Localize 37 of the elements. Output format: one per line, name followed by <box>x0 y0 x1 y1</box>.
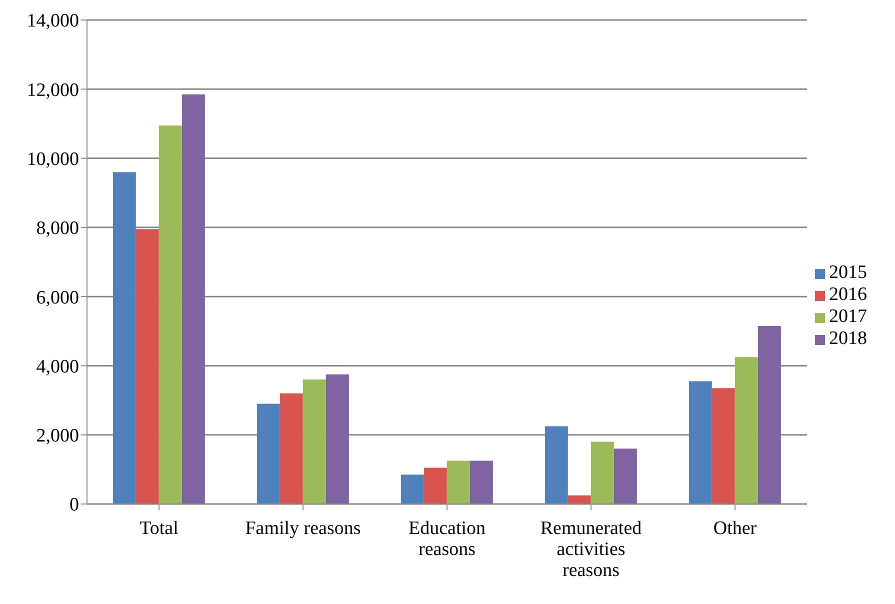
y-tick-label: 8,000 <box>36 218 79 240</box>
legend-label: 2017 <box>829 306 867 327</box>
y-tick-label: 6,000 <box>36 287 79 308</box>
x-tick-label: Remunerated activities reasons <box>540 518 642 581</box>
bar <box>158 125 182 504</box>
bar <box>280 393 303 504</box>
legend-label: 2015 <box>829 262 867 283</box>
bar <box>112 172 136 504</box>
bar <box>758 326 781 504</box>
bar <box>326 374 349 504</box>
x-tick-label: Other <box>713 518 758 539</box>
bar <box>614 448 637 504</box>
legend-label: 2018 <box>829 328 867 349</box>
x-tick-label: Family reasons <box>245 518 361 539</box>
bar <box>446 460 470 504</box>
y-tick-label: 14,000 <box>26 10 79 32</box>
x-tick-label: Education reasons <box>408 518 486 560</box>
y-tick-label: 0 <box>70 494 79 516</box>
bar <box>256 404 280 504</box>
bar <box>590 442 614 504</box>
bar <box>734 357 758 504</box>
bar <box>470 460 493 504</box>
bar <box>302 380 326 504</box>
bar <box>544 426 568 504</box>
bar <box>688 381 712 504</box>
y-tick-label: 2,000 <box>36 426 79 447</box>
y-tick-label: 12,000 <box>26 80 79 101</box>
bar <box>182 94 205 504</box>
bar <box>568 495 591 504</box>
bar <box>400 474 424 504</box>
bar <box>424 468 447 504</box>
bar <box>712 388 735 504</box>
legend-label: 2016 <box>829 284 867 305</box>
y-tick-label: 10,000 <box>26 149 79 170</box>
bar <box>136 229 159 504</box>
y-tick-label: 4,000 <box>36 356 79 378</box>
x-tick-label: Total <box>140 518 178 539</box>
